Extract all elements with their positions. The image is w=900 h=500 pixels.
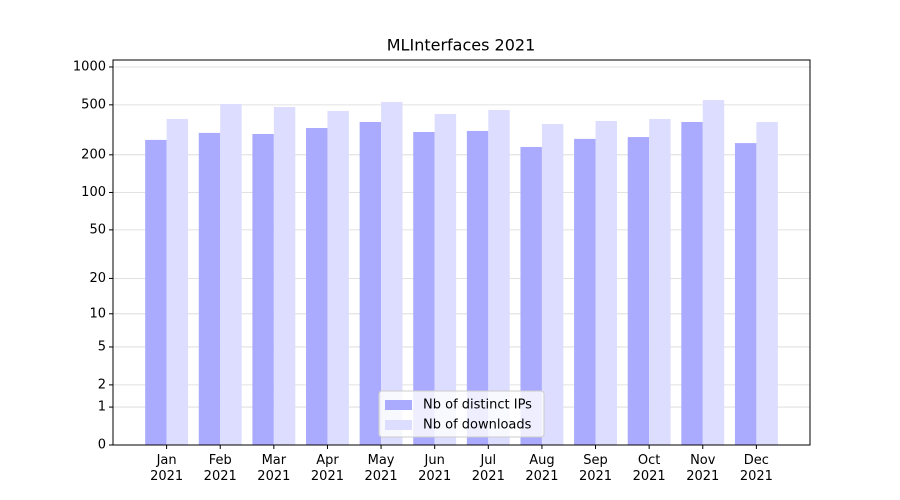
bar <box>327 110 349 446</box>
legend-box <box>378 390 545 438</box>
bar <box>488 109 510 446</box>
y-tick-label: 2 <box>98 377 106 392</box>
bar <box>252 134 274 445</box>
legend: Nb of distinct IPs Nb of downloads <box>378 390 545 438</box>
legend-swatch <box>385 420 412 430</box>
y-tick-label: 0 <box>98 438 106 453</box>
x-tick-label: May 2021 <box>364 453 398 484</box>
bar <box>381 101 403 445</box>
bar <box>198 132 221 445</box>
x-tick-label: Feb 2021 <box>203 453 237 484</box>
x-tick-label: Aug 2021 <box>525 453 559 484</box>
bar <box>306 128 328 445</box>
x-tick-label: Oct 2021 <box>632 453 666 484</box>
y-tick-label: 100 <box>81 185 106 200</box>
x-tick-label: Sep 2021 <box>578 453 613 484</box>
bar <box>734 143 757 445</box>
x-tick-label: Jan 2021 <box>150 453 184 484</box>
bar <box>166 118 189 446</box>
y-tick-label: 50 <box>89 222 106 237</box>
bar <box>702 100 725 445</box>
bar <box>220 103 242 445</box>
bar <box>273 106 296 445</box>
bar <box>627 137 650 446</box>
y-tick-label: 1000 <box>73 59 106 74</box>
bar <box>756 122 778 445</box>
bar <box>466 130 489 445</box>
x-tick-label: Jul 2021 <box>471 453 505 484</box>
y-tick-label: 1 <box>98 400 106 415</box>
bar <box>541 124 564 445</box>
x-tick-label: Nov 2021 <box>686 453 720 484</box>
plot-frame <box>112 59 811 446</box>
y-tick-label: 5 <box>98 339 106 354</box>
bar <box>595 120 617 445</box>
y-tick-label: 10 <box>89 306 106 321</box>
bar <box>413 131 435 445</box>
y-tick-label: 500 <box>81 97 106 112</box>
bar <box>434 113 457 446</box>
x-tick-label: Mar 2021 <box>257 453 291 484</box>
bar <box>520 146 542 445</box>
legend-swatch <box>385 400 412 410</box>
x-tick-label: Jun 2021 <box>418 453 452 484</box>
legend-label: Nb of distinct IPs <box>423 398 532 413</box>
bar <box>145 139 167 445</box>
bar <box>649 118 671 446</box>
bar <box>574 138 596 445</box>
y-tick-label: 20 <box>89 271 106 286</box>
y-tick-label: 200 <box>81 147 106 162</box>
bar <box>681 122 703 445</box>
legend-label: Nb of downloads <box>423 418 532 433</box>
chart-title: MLInterfaces 2021 <box>387 36 536 55</box>
x-tick-label: Apr 2021 <box>310 453 344 484</box>
x-tick-label: Dec 2021 <box>739 453 773 484</box>
bar <box>359 122 382 445</box>
